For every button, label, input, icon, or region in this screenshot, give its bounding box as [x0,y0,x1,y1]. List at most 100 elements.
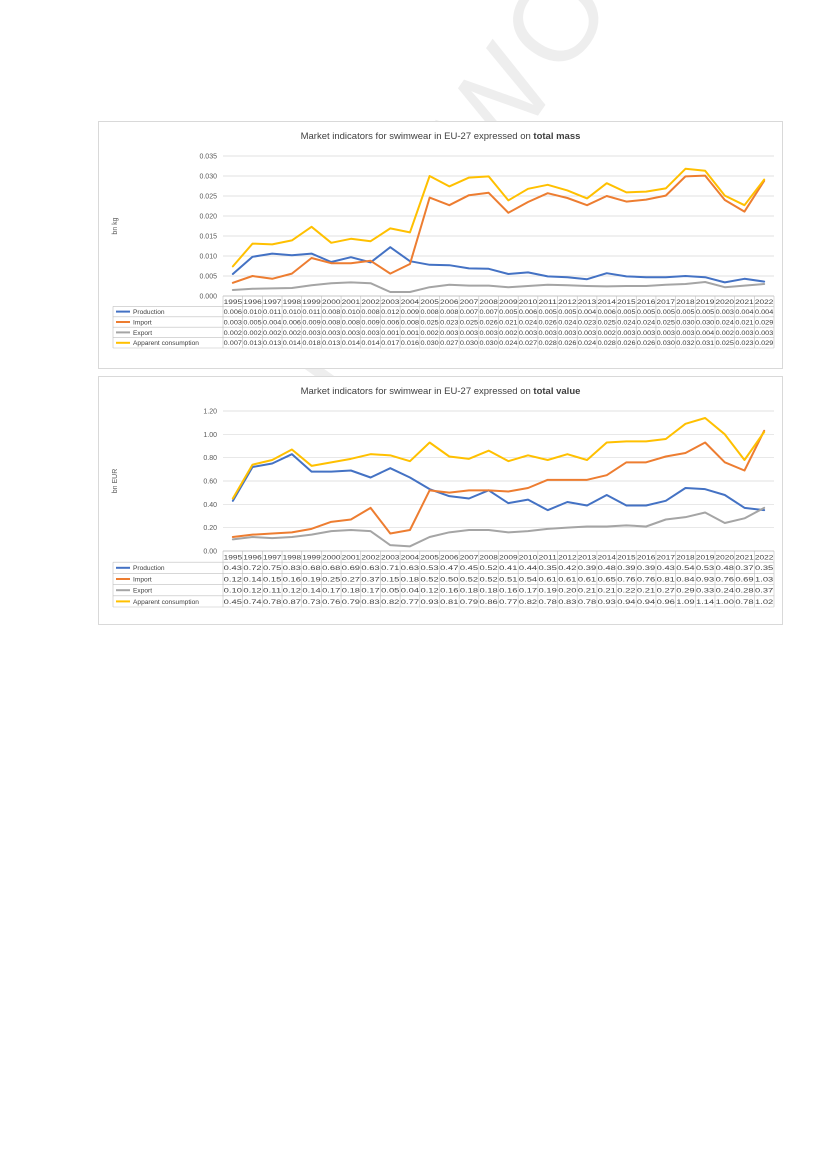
chart-title-bold: total mass [533,131,581,142]
y-tick-label: 0.020 [199,214,217,221]
data-label: 0.003 [539,330,558,337]
data-label: 0.82 [381,599,400,606]
legend-entry: Import [133,576,152,583]
data-label: 0.79 [342,599,361,606]
data-label: 0.005 [617,309,636,316]
data-label: 0.61 [558,576,577,583]
data-label: 0.15 [263,576,282,583]
data-label: 0.027 [440,340,459,347]
x-tick-label: 2008 [479,555,498,562]
series-line-apparent-consumption [231,167,766,268]
y-axis-label: bn EUR [112,469,119,494]
data-label: 0.27 [342,576,361,583]
data-label: 0.011 [263,309,282,316]
y-tick-label: 1.00 [203,432,217,439]
data-label: 0.003 [558,330,577,337]
data-label: 0.12 [243,588,262,595]
data-label: 0.028 [539,340,558,347]
data-label: 0.17 [519,588,538,595]
data-label: 0.37 [361,576,380,583]
chart-title-prefix: Market indicators for swimwear in EU-27 … [300,131,534,142]
data-label: 0.94 [617,599,636,606]
x-tick-label: 1995 [224,555,243,562]
data-label: 0.68 [322,565,341,572]
data-label: 0.54 [676,565,695,572]
data-label: 0.006 [381,319,400,326]
data-label: 0.025 [716,340,735,347]
data-label: 0.52 [480,565,499,572]
data-label: 0.12 [420,588,439,595]
data-label: 0.96 [657,599,676,606]
data-label: 0.87 [283,599,302,606]
y-tick-label: 0.80 [203,455,217,462]
data-label: 0.002 [499,330,518,337]
chart-title-prefix: Market indicators for swimwear in EU-27 … [300,386,534,397]
data-label: 0.027 [519,340,538,347]
chart-title: Market indicators for swimwear in EU-27 … [99,131,782,142]
legend-entry: Apparent consumption [133,340,199,347]
chart-title-bold: total value [533,386,581,397]
x-tick-label: 2021 [735,299,754,306]
data-label: 0.004 [578,309,597,316]
data-label: 0.030 [657,340,676,347]
data-label: 0.002 [243,330,262,337]
data-label: 0.94 [637,599,656,606]
data-label: 0.003 [460,330,479,337]
data-label: 0.008 [322,319,341,326]
x-tick-label: 2000 [322,299,341,306]
data-label: 0.025 [598,319,617,326]
data-label: 0.012 [381,309,400,316]
data-label: 0.19 [539,588,558,595]
series-line-production [231,453,766,512]
data-label: 0.005 [243,319,262,326]
x-tick-label: 1999 [302,299,321,306]
data-label: 0.003 [224,319,243,326]
data-label: 0.024 [716,319,735,326]
x-tick-label: 2003 [381,299,400,306]
data-label: 0.030 [420,340,439,347]
data-label: 0.83 [283,565,302,572]
x-tick-label: 2018 [676,555,695,562]
x-tick-label: 2016 [637,555,656,562]
data-label: 0.21 [578,588,597,595]
data-label: 0.003 [578,330,597,337]
data-label: 0.76 [617,576,636,583]
data-label: 0.003 [755,330,774,337]
x-tick-label: 1996 [243,299,262,306]
data-label: 0.41 [499,565,518,572]
x-tick-label: 2001 [342,299,361,306]
data-label: 0.42 [558,565,577,572]
x-tick-label: 2009 [499,555,518,562]
data-label: 0.004 [735,309,754,316]
data-label: 0.003 [637,330,656,337]
data-label: 0.013 [322,340,341,347]
y-tick-label: 0.60 [203,479,217,486]
chart-total-value: Market indicators for swimwear in EU-27 … [98,376,783,625]
x-tick-label: 2010 [519,555,538,562]
data-label: 0.69 [735,576,754,583]
data-label: 0.003 [322,330,341,337]
data-label: 0.024 [558,319,577,326]
data-label: 0.003 [480,330,499,337]
data-label: 0.030 [676,319,695,326]
data-label: 0.004 [696,330,715,337]
x-tick-label: 2022 [755,299,774,306]
data-label: 0.002 [263,330,282,337]
x-tick-label: 2020 [716,299,735,306]
x-tick-label: 2017 [657,299,676,306]
data-label: 0.44 [519,565,538,572]
data-label: 0.63 [401,565,420,572]
data-label: 0.77 [401,599,420,606]
x-tick-label: 1996 [243,555,262,562]
data-label: 0.005 [657,309,676,316]
data-label: 0.005 [696,309,715,316]
data-label: 0.18 [342,588,361,595]
x-tick-label: 2014 [597,299,616,306]
data-label: 0.77 [499,599,518,606]
series-line-export [231,506,766,548]
x-tick-label: 2000 [322,555,341,562]
x-tick-label: 2007 [460,299,479,306]
data-label: 0.032 [676,340,695,347]
data-label: 0.007 [480,309,499,316]
data-label: 0.008 [401,319,420,326]
